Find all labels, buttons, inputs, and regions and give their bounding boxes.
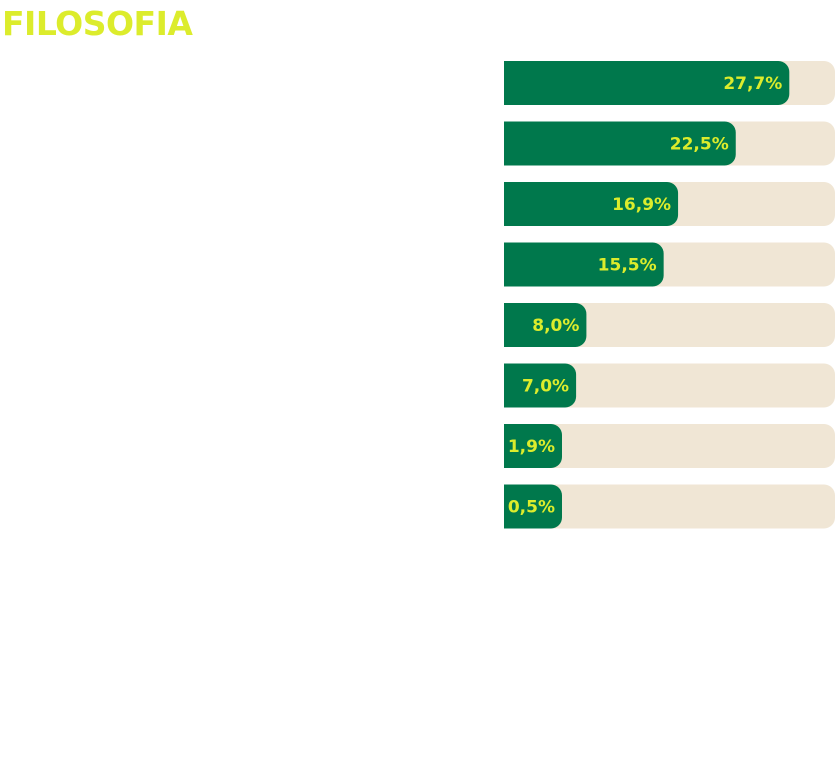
bar-left-edge	[504, 242, 517, 287]
bar	[504, 484, 562, 529]
bar	[504, 303, 587, 347]
bar-value-label: 1,9%	[508, 437, 555, 457]
bar-left-edge	[504, 303, 517, 347]
chart-title: FILOSOFIA	[2, 4, 193, 43]
bar-value-label: 0,5%	[508, 498, 555, 518]
bar	[504, 61, 790, 105]
bar-value-label: 27,7%	[723, 74, 782, 94]
bar-left-edge	[504, 61, 517, 105]
bar-left-edge	[504, 121, 517, 166]
bar	[504, 424, 562, 468]
bar-left-edge	[504, 363, 517, 408]
bar	[504, 363, 577, 408]
bar-value-label: 7,0%	[522, 377, 569, 397]
bar-value-label: 16,9%	[612, 195, 671, 215]
bar	[504, 121, 736, 166]
bar	[504, 182, 679, 226]
bar-track	[504, 303, 835, 347]
bar-track	[504, 484, 835, 529]
bar-track	[504, 424, 835, 468]
bar	[504, 242, 664, 287]
bar-value-label: 8,0%	[532, 316, 579, 336]
bars-layer: 27,7% 22,5% 16,9% 15,5% 8,0% 7,0% 1,9% 0,5%	[504, 61, 835, 529]
bar-value-label: 15,5%	[598, 256, 657, 276]
bar-left-edge	[504, 424, 517, 468]
bar-value-label: 22,5%	[670, 135, 729, 155]
bar-left-edge	[504, 182, 517, 226]
bar-track	[504, 363, 835, 408]
bar-left-edge	[504, 484, 517, 529]
